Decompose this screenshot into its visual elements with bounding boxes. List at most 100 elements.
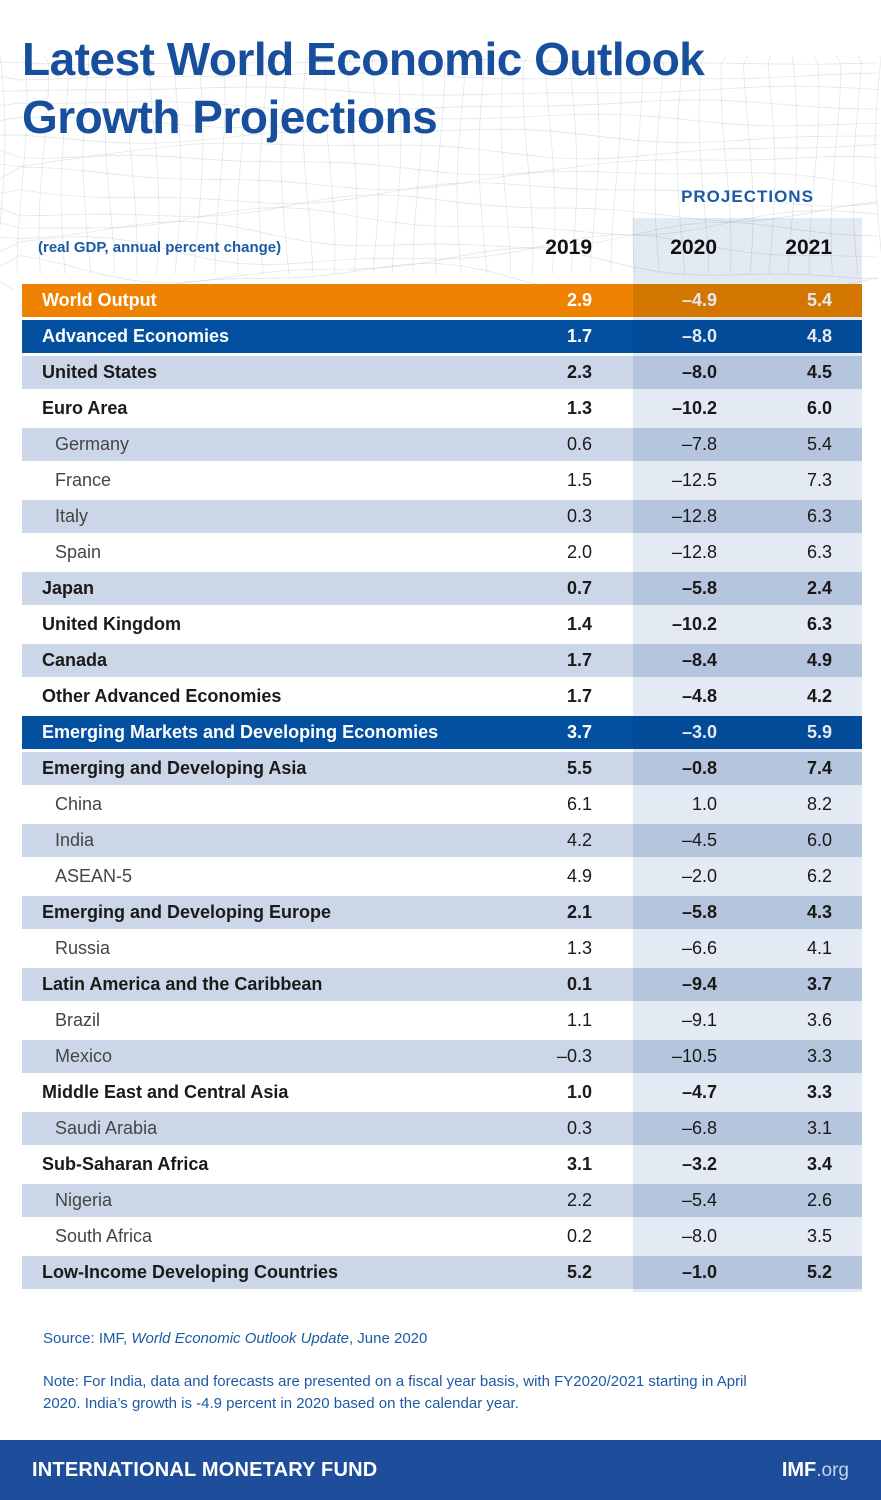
row-label: Italy [55,506,89,526]
row-value-2021: 3.6 [806,1010,832,1030]
row-value-2019: 2.0 [566,542,592,562]
row-value-2021: 5.4 [806,290,832,310]
table-row: United States 2.3 –8.0 4.5 [22,356,862,389]
row-value-2019: 0.1 [566,974,592,994]
row-value-2020: –6.8 [681,1118,717,1138]
row-value-2020: –5.8 [681,578,717,598]
row-value-2021: 6.2 [806,866,832,886]
footer-org-name: INTERNATIONAL MONETARY FUND [32,1458,378,1481]
table-row: China 6.1 1.0 8.2 [22,788,862,821]
row-label: Nigeria [55,1190,113,1210]
row-label: Low-Income Developing Countries [42,1262,339,1282]
footer-website: IMF.org [782,1459,849,1482]
table-header-row: (real GDP, annual percent change) 2019 2… [22,234,862,262]
page-title-line2: Growth Projections [22,91,438,143]
footer-website-imf: IMF [781,1458,817,1481]
growth-table: World Output 2.9 –4.9 5.4 Advanced Economies… [22,284,862,1292]
row-value-2020: –9.4 [681,974,717,994]
row-label: Germany [55,434,130,454]
row-value-2020: –8.0 [681,1226,717,1246]
table-row: Canada 1.7 –8.4 4.9 [22,644,862,677]
row-value-2019: 1.7 [566,686,592,706]
row-label: France [55,470,112,490]
row-label: Mexico [55,1046,113,1066]
row-value-2021: 6.0 [806,398,832,418]
table-row: Low-Income Developing Countries 5.2 –1.0 5.… [22,1256,862,1289]
source-publication: World Economic Outlook Update [131,1330,349,1347]
row-value-2020: –4.8 [681,686,717,706]
row-value-2019: 0.3 [566,506,592,526]
table-row: Middle East and Central Asia 1.0 –4.7 3.3 [22,1076,862,1109]
row-value-2020: –2.0 [681,866,717,886]
row-value-2021: 7.3 [806,470,832,490]
row-value-2020: –12.8 [671,542,717,562]
row-value-2019: 1.3 [566,938,592,958]
note-text: Note: For India, data and forecasts are … [43,1373,747,1412]
row-value-2020: –0.8 [681,758,717,778]
row-value-2019: 6.1 [566,794,592,814]
column-header-2020: 2020 [670,236,717,259]
row-value-2020: –12.8 [671,506,717,526]
row-value-2021: 4.5 [806,362,832,382]
row-label: Emerging Markets and Developing Economie… [42,722,439,742]
row-value-2019: 5.5 [566,758,592,778]
table-row: Spain 2.0 –12.8 6.3 [22,536,862,569]
page-title-line1: Latest World Economic Outlook [22,33,705,85]
row-value-2021: 5.4 [806,434,832,454]
row-value-2021: 2.4 [806,578,832,598]
row-value-2020: –8.4 [681,650,717,670]
row-value-2020: –8.0 [681,326,717,346]
row-value-2021: 4.3 [806,902,832,922]
row-value-2019: 1.1 [566,1010,592,1030]
table-subtitle: (real GDP, annual percent change) [38,239,282,256]
table-row: Mexico –0.3 –10.5 3.3 [22,1040,862,1073]
row-value-2021: 5.9 [806,722,832,742]
row-label: China [55,794,103,814]
row-value-2019: 0.2 [566,1226,592,1246]
projections-label: PROJECTIONS [681,187,814,206]
row-value-2020: –4.9 [681,290,717,310]
row-value-2019: 0.6 [566,434,592,454]
row-label: Euro Area [42,398,128,418]
table-row: World Output 2.9 –4.9 5.4 [22,284,862,317]
row-value-2021: 3.5 [806,1226,832,1246]
row-value-2020: –4.7 [681,1082,717,1102]
table-row: Saudi Arabia 0.3 –6.8 3.1 [22,1112,862,1145]
table-row: India 4.2 –4.5 6.0 [22,824,862,857]
row-value-2021: 3.4 [806,1154,832,1174]
row-value-2020: –9.1 [681,1010,717,1030]
row-label: Saudi Arabia [55,1118,158,1138]
row-value-2019: 4.9 [566,866,592,886]
row-value-2019: 2.9 [566,290,592,310]
row-label: South Africa [55,1226,153,1246]
source-prefix: Source: IMF, [43,1330,132,1347]
row-label: United States [42,362,158,382]
row-value-2021: 7.4 [806,758,832,778]
row-value-2019: 5.2 [566,1262,592,1282]
row-value-2021: 3.3 [806,1046,832,1066]
row-value-2021: 6.3 [806,614,832,634]
row-value-2020: –5.8 [681,902,717,922]
row-value-2020: –3.2 [681,1154,717,1174]
row-value-2020: –10.2 [671,614,717,634]
row-label: World Output [42,290,157,310]
row-label: Latin America and the Caribbean [42,974,323,994]
row-value-2021: 4.8 [806,326,832,346]
row-value-2020: –6.6 [681,938,717,958]
row-value-2021: 3.3 [806,1082,832,1102]
row-value-2021: 4.1 [806,938,832,958]
row-value-2021: 3.1 [806,1118,832,1138]
footer-bar: INTERNATIONAL MONETARY FUND IMF.org [0,1440,881,1500]
row-value-2020: –10.5 [671,1046,717,1066]
table-row: Nigeria 2.2 –5.4 2.6 [22,1184,862,1217]
table-row: Emerging and Developing Europe 2.1 –5.8 4.3 [22,896,862,929]
row-value-2020: –8.0 [681,362,717,382]
table-row: France 1.5 –12.5 7.3 [22,464,862,497]
row-label: India [55,830,95,850]
row-value-2019: 0.3 [566,1118,592,1138]
row-value-2019: 1.7 [566,650,592,670]
column-header-2021: 2021 [785,236,832,259]
row-label: Brazil [55,1010,101,1030]
row-label: Russia [55,938,111,958]
